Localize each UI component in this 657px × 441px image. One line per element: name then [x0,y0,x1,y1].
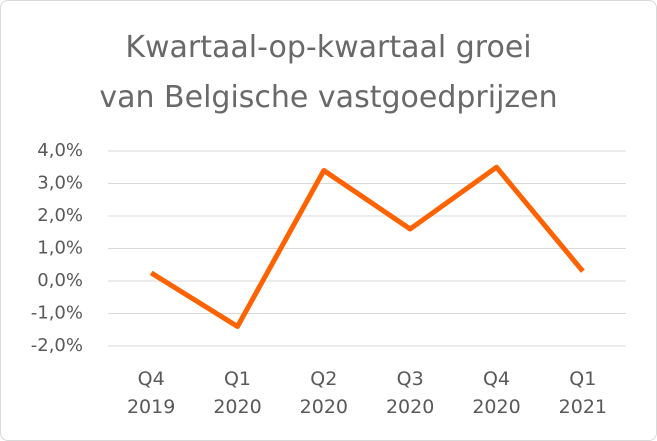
x-tick-label: Q1 2021 [558,368,607,418]
y-tick-label: 3,0% [37,173,83,194]
x-tick-label: Q4 2020 [472,368,521,418]
y-tick-label: 0,0% [37,270,83,291]
y-tick-label: -2,0% [31,335,83,356]
chart-title: Kwartaal-op-kwartaal groei van Belgische… [99,30,558,115]
y-tick-label: 4,0% [37,140,83,161]
x-tick-label: Q4 2019 [126,368,176,418]
line [149,164,585,329]
x-tick-label: Q3 2020 [385,368,435,418]
y-tick-label: 1,0% [37,238,83,259]
x-tick-label: Q1 2020 [213,368,262,418]
y-tick-label: -1,0% [31,303,83,324]
y-tick-label: 2,0% [37,205,83,226]
x-tick-label: Q2 2020 [299,368,348,418]
